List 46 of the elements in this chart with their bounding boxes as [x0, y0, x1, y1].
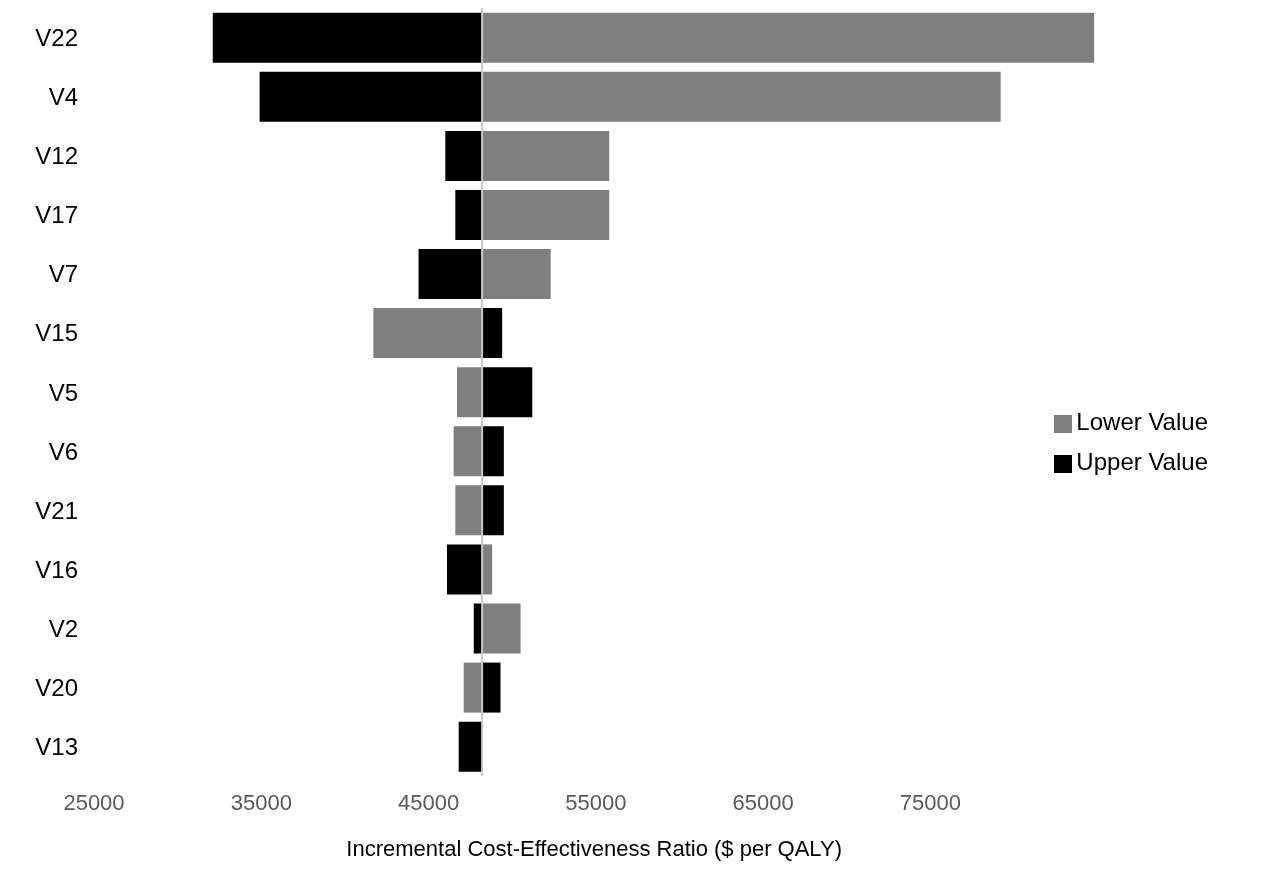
y-tick-label: V16: [35, 555, 78, 583]
bar: [457, 367, 483, 418]
x-tick-label: 55000: [565, 789, 627, 815]
bar: [482, 308, 503, 359]
y-tick-label: V15: [35, 319, 78, 347]
bar: [482, 130, 610, 181]
bar: [212, 12, 483, 63]
bar: [482, 426, 504, 477]
y-tick-label: V7: [48, 260, 78, 288]
x-axis-title: Incremental Cost-Effectiveness Ratio ($ per QALY): [346, 836, 842, 861]
y-tick-label: V17: [35, 201, 78, 229]
bar: [482, 662, 501, 713]
bar: [463, 662, 483, 713]
y-tick-label: V2: [48, 614, 78, 642]
bar: [482, 71, 1001, 122]
y-tick-label: V20: [35, 673, 78, 701]
y-tick-label: V13: [35, 732, 78, 760]
bar: [482, 249, 551, 300]
legend-label: Lower Value: [1076, 408, 1208, 435]
bar: [373, 308, 483, 359]
bar: [446, 544, 483, 595]
bar: [482, 367, 533, 418]
bar: [482, 544, 493, 595]
bar: [482, 189, 610, 240]
bar: [482, 12, 1095, 63]
y-tick-label: V5: [48, 378, 78, 406]
y-tick-label: V22: [35, 24, 78, 52]
x-tick-label: 25000: [63, 789, 125, 815]
bar: [482, 603, 521, 654]
x-tick-label: 35000: [230, 789, 292, 815]
y-tick-label: V21: [35, 496, 78, 524]
bar: [455, 485, 483, 536]
x-tick-label: 45000: [397, 789, 460, 815]
y-tick-label: V12: [35, 142, 78, 170]
x-tick-label: 75000: [899, 789, 962, 815]
y-tick-label: V6: [48, 437, 78, 465]
bar: [482, 485, 504, 536]
bar: [458, 721, 483, 772]
bar: [453, 426, 483, 477]
bar: [445, 130, 483, 181]
bar: [418, 249, 483, 300]
bar: [455, 189, 483, 240]
y-tick-label: V4: [48, 83, 78, 111]
bar: [259, 71, 483, 122]
x-tick-label: 65000: [732, 789, 794, 815]
legend-label: Upper Value: [1076, 448, 1208, 475]
